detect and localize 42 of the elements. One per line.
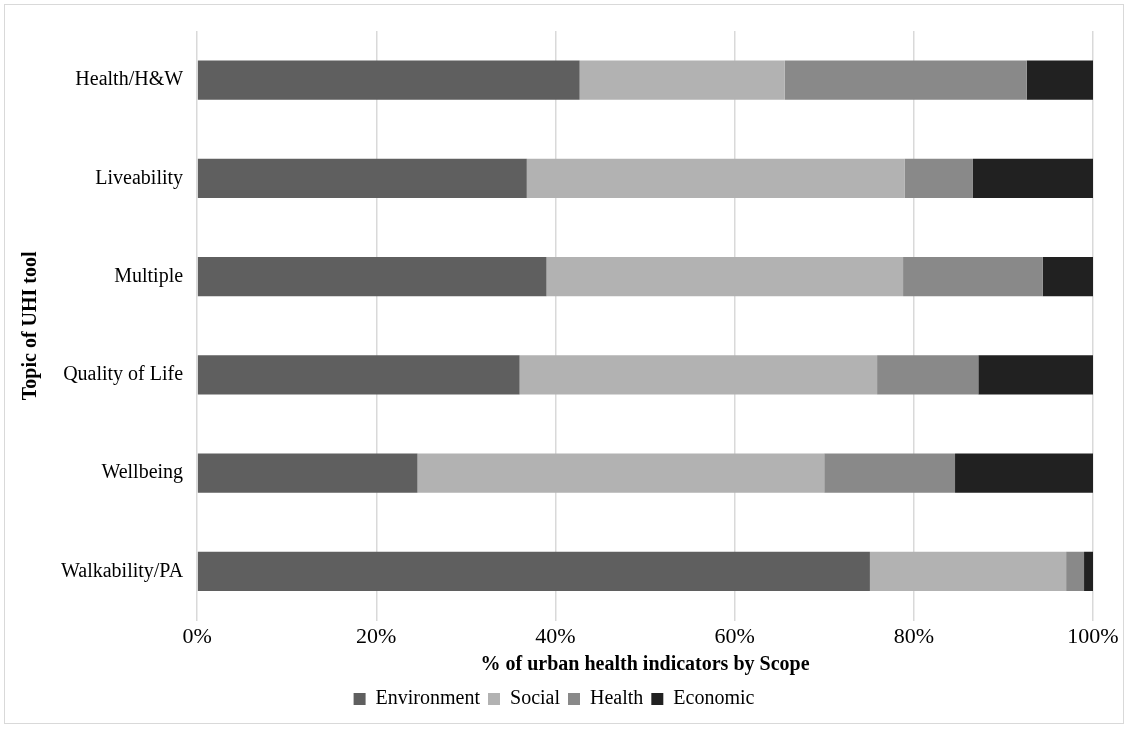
bar [546, 257, 904, 297]
x-tick-label: 0% [182, 622, 212, 648]
bar [955, 453, 1093, 493]
bar [197, 453, 418, 493]
bar [978, 355, 1093, 395]
bar [784, 60, 1027, 100]
y-tick-label: Liveability [95, 165, 184, 189]
x-axis-title: % of urban health indicators by Scope [480, 652, 810, 676]
y-tick-label: Wellbeing [101, 460, 184, 484]
bar [1066, 551, 1085, 592]
y-tick-label: Multiple [114, 263, 184, 287]
legend-label: Health [590, 686, 644, 709]
bar [197, 60, 580, 100]
bar [417, 453, 825, 493]
bar [579, 60, 785, 100]
bar [1026, 60, 1093, 100]
legend-label: Economic [673, 686, 755, 709]
y-tick-label: Health/H&W [75, 67, 184, 90]
bar [1042, 257, 1093, 297]
y-tick-label: Quality of Life [63, 362, 184, 386]
x-tick-label: 80% [893, 622, 934, 648]
y-axis-title: Topic of UHI tool [18, 251, 42, 401]
bar [197, 355, 520, 395]
bar [824, 453, 956, 493]
bar [877, 355, 979, 395]
bar [197, 158, 527, 199]
bar [197, 551, 870, 592]
bar [869, 551, 1067, 592]
bar [904, 158, 973, 199]
y-tick-label: Walkability/PA [60, 558, 184, 582]
bar [519, 355, 878, 395]
bar [1084, 551, 1093, 592]
bar [903, 257, 1043, 297]
x-tick-label: 100% [1067, 622, 1119, 648]
bar [197, 257, 547, 297]
legend-label: Social [510, 686, 561, 709]
x-tick-label: 60% [714, 622, 755, 648]
bar [526, 158, 905, 199]
legend-label: Environment [375, 686, 481, 709]
bar [972, 158, 1093, 199]
x-tick-label: 40% [535, 622, 576, 648]
x-tick-label: 20% [356, 622, 397, 648]
